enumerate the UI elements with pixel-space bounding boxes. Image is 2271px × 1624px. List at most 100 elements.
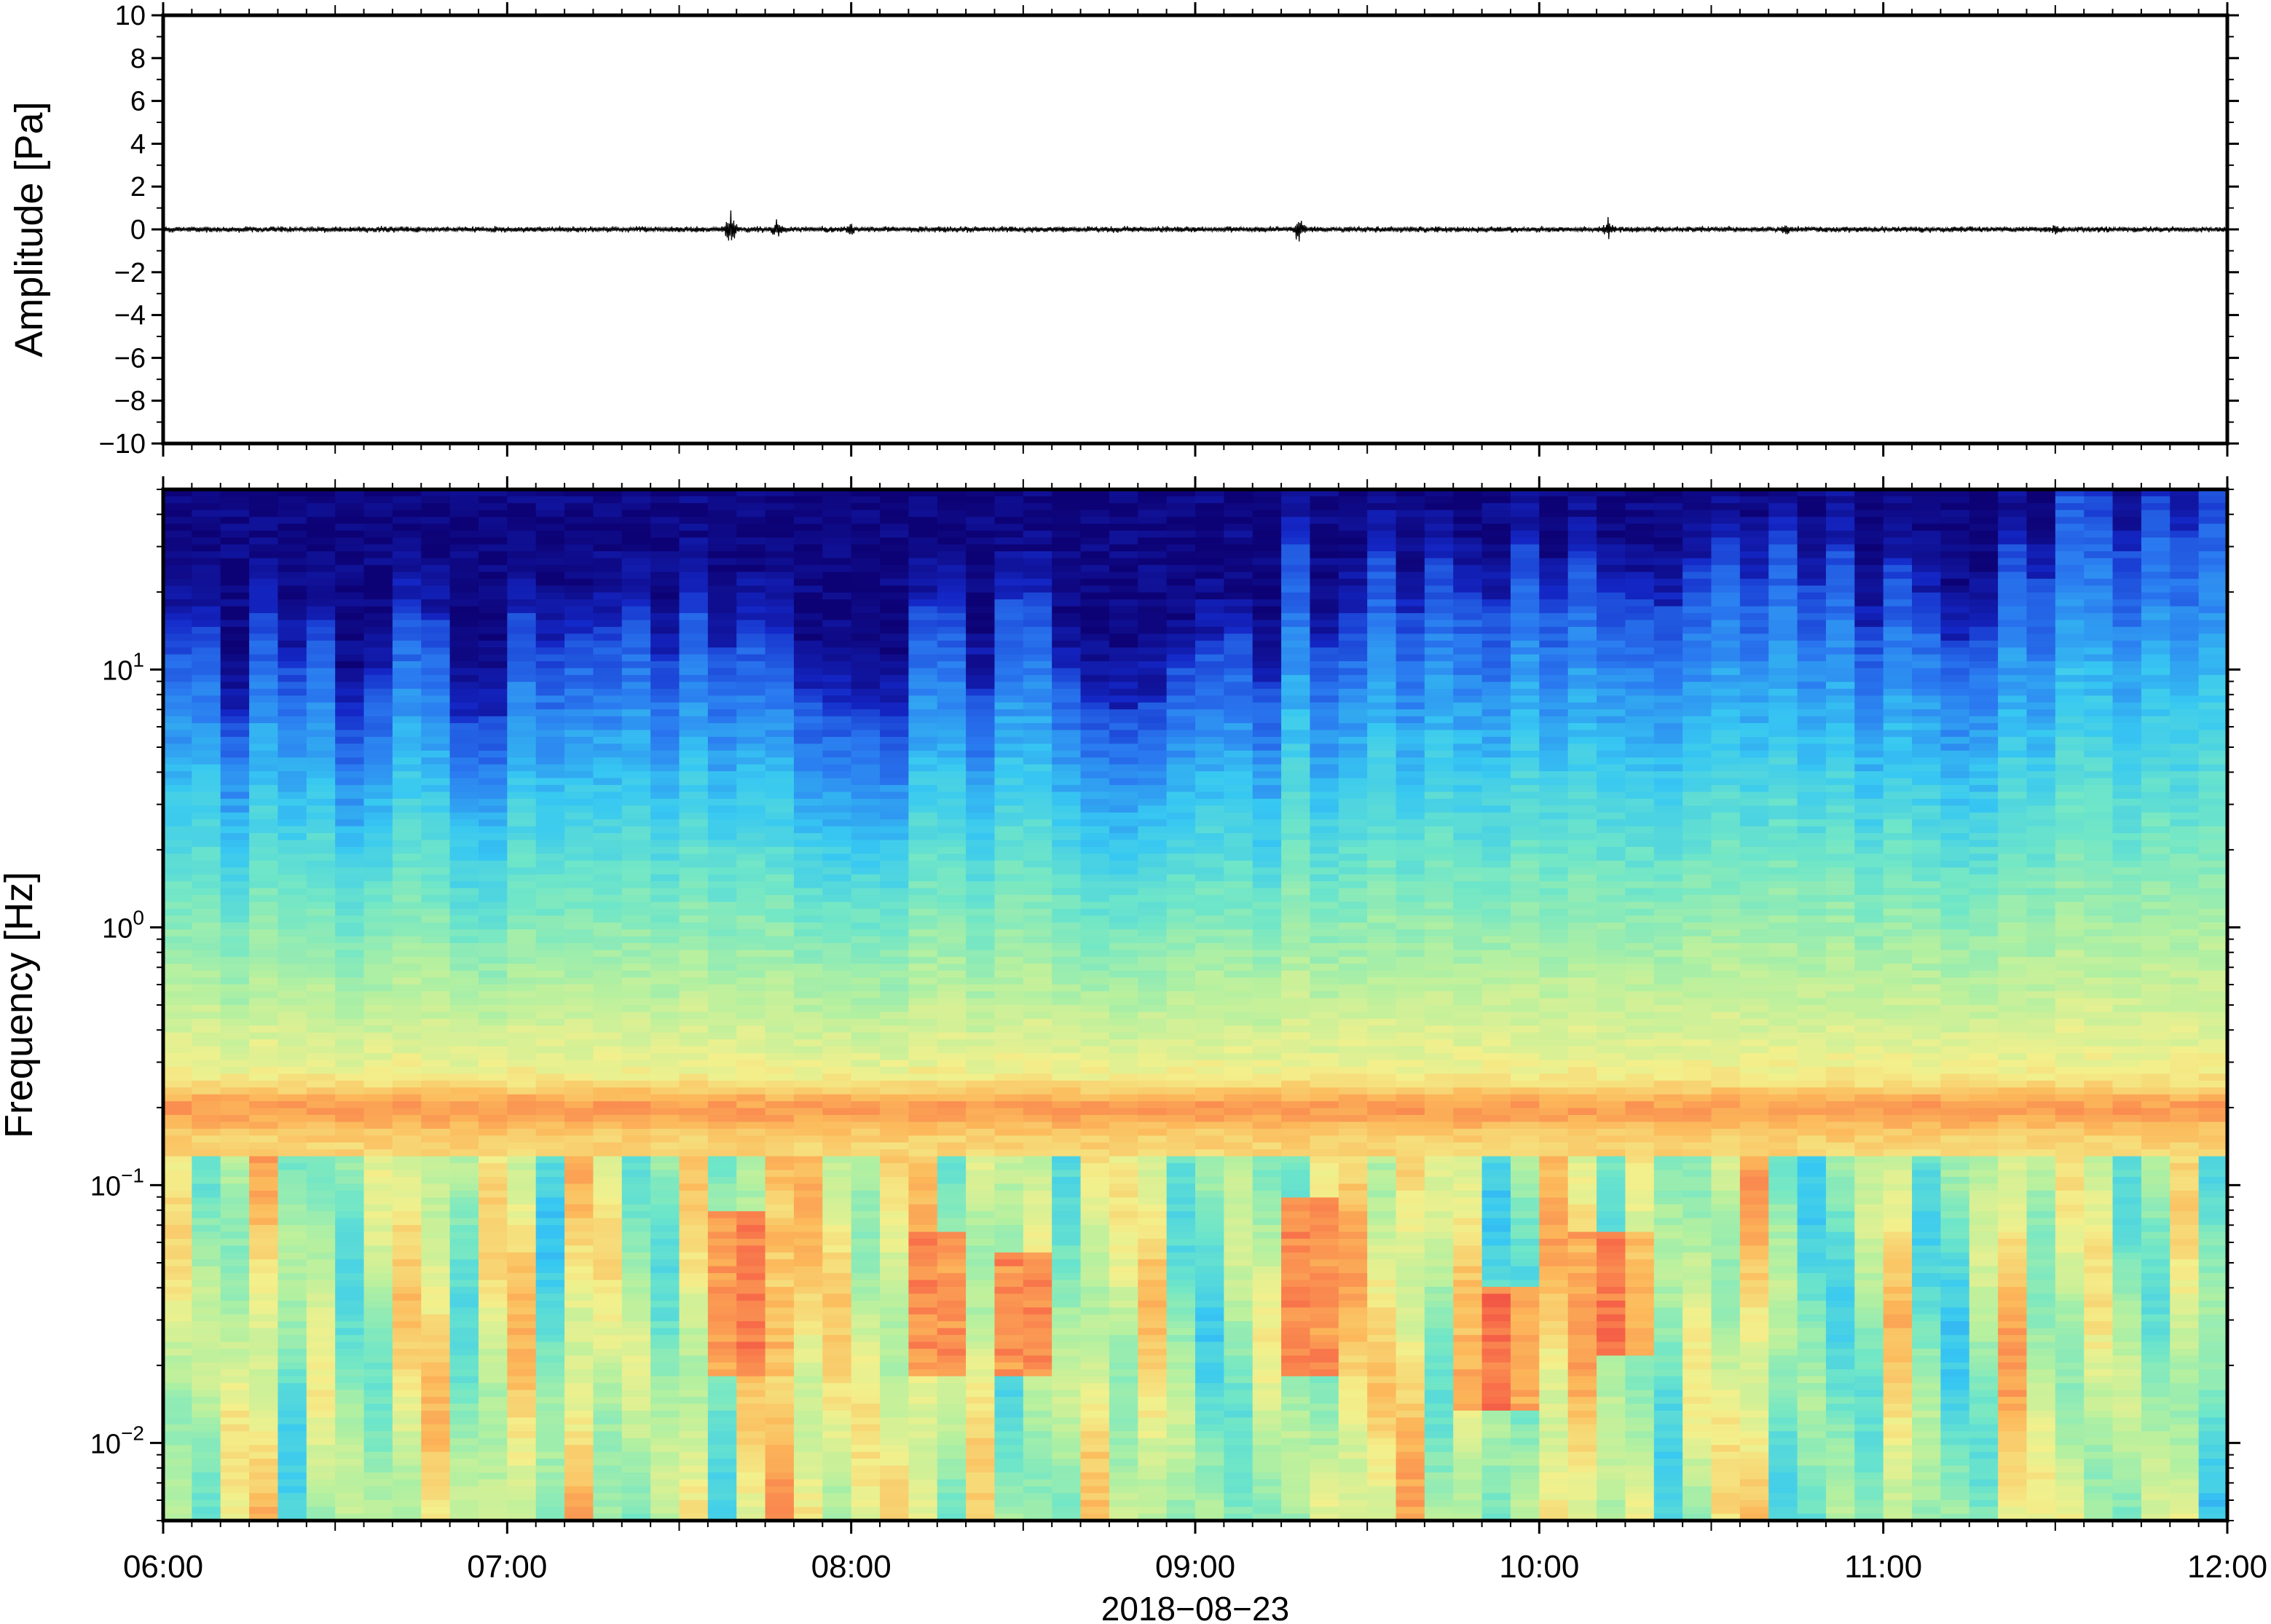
spectrogram-cell xyxy=(851,1328,881,1336)
spectrogram-cell xyxy=(449,874,479,882)
spectrogram-cell xyxy=(736,1108,766,1116)
spectrogram-cell xyxy=(593,792,623,800)
spectrogram-cell xyxy=(392,908,422,917)
spectrogram-cell xyxy=(994,1032,1024,1040)
spectrogram-cell xyxy=(679,1321,709,1329)
spectrogram-cell xyxy=(793,1410,824,1419)
spectrogram-cell xyxy=(192,984,221,992)
spectrogram-cell xyxy=(306,1211,336,1219)
spectrogram-cell xyxy=(679,902,709,910)
spectrogram-cell xyxy=(593,888,623,896)
spectrogram-cell xyxy=(650,564,680,573)
spectrogram-cell xyxy=(822,1513,852,1521)
spectrogram-cell xyxy=(363,1245,393,1253)
spectrogram-cell xyxy=(937,606,967,614)
spectrogram-cell xyxy=(707,984,738,992)
spectrogram-cell xyxy=(192,1328,221,1336)
spectrogram-cell xyxy=(707,702,738,710)
spectrogram-cell xyxy=(679,750,709,758)
spectrogram-cell xyxy=(851,551,881,559)
spectrogram-cell xyxy=(363,826,393,834)
spectrogram-cell xyxy=(679,922,709,930)
spectrogram-cell xyxy=(449,544,479,552)
spectrogram-cell xyxy=(1023,908,1052,917)
spectrogram-cell xyxy=(822,1149,852,1157)
spectrogram-cell xyxy=(306,688,336,696)
spectrogram-cell xyxy=(278,1183,307,1191)
spectrogram-cell xyxy=(1052,537,1082,545)
spectrogram-cell xyxy=(994,1204,1024,1212)
spectrogram-cell xyxy=(765,757,795,765)
spectrogram-cell xyxy=(880,654,910,662)
spectrogram-cell xyxy=(163,833,193,841)
spectrogram-cell xyxy=(822,950,852,958)
spectrogram-cell xyxy=(249,840,279,848)
spectrogram-cell xyxy=(593,1122,623,1130)
spectrogram-cell xyxy=(621,1259,651,1267)
spectrogram-cell xyxy=(937,1513,967,1521)
spectrogram-cell xyxy=(994,1355,1024,1363)
spectrogram-cell xyxy=(937,757,967,765)
spectrogram-cell xyxy=(593,1046,623,1054)
spectrogram-cell xyxy=(449,1300,479,1309)
spectrogram-cell xyxy=(621,826,651,834)
spectrogram-cell xyxy=(621,963,651,971)
spectrogram-cell xyxy=(335,736,365,745)
spectrogram-cell xyxy=(1052,736,1082,745)
spectrogram-cell xyxy=(564,1499,594,1507)
spectrogram-cell xyxy=(793,524,824,532)
spectrogram-cell xyxy=(736,757,766,765)
spectrogram-cell xyxy=(822,578,852,586)
spectrogram-cell xyxy=(994,922,1024,930)
spectrogram-cell xyxy=(392,922,422,930)
spectrogram-cell xyxy=(679,1149,709,1157)
spectrogram-cell xyxy=(249,1513,279,1521)
spectrogram-cell xyxy=(593,1493,623,1501)
spectrogram-cell xyxy=(994,1190,1024,1199)
spectrogram-cell xyxy=(163,612,193,621)
spectrogram-cell xyxy=(478,1128,508,1137)
spectrogram-cell xyxy=(1052,1424,1082,1432)
spectrogram-cell xyxy=(564,1177,594,1185)
spectrogram-cell xyxy=(994,846,1024,855)
spectrogram-cell xyxy=(937,1293,967,1301)
spectrogram-cell xyxy=(507,1101,537,1109)
spectrogram-cell xyxy=(851,1451,881,1459)
spectrogram-cell xyxy=(449,984,479,992)
spectrogram-cell xyxy=(363,1231,393,1239)
spectrogram-cell xyxy=(908,1493,938,1501)
spectrogram-cell xyxy=(478,1197,508,1205)
spectrogram-cell xyxy=(851,798,881,807)
spectrogram-cell xyxy=(392,1149,422,1157)
spectrogram-cell xyxy=(793,1369,824,1377)
spectrogram-cell xyxy=(507,702,537,710)
spectrogram-cell xyxy=(937,1459,967,1467)
spectrogram-cell xyxy=(1023,606,1052,614)
spectrogram-cell xyxy=(507,888,537,896)
spectrogram-cell xyxy=(994,1438,1024,1446)
spectrogram-cell xyxy=(220,1397,250,1405)
spectrogram-cell xyxy=(421,1486,451,1494)
spectrogram-cell xyxy=(679,771,709,779)
spectrogram-cell xyxy=(421,977,451,985)
spectrogram-cell xyxy=(793,1204,824,1212)
spectrogram-cell xyxy=(1023,1225,1052,1233)
spectrogram-cell xyxy=(163,1170,193,1178)
spectrogram-cell xyxy=(908,771,938,779)
spectrogram-cell xyxy=(507,1225,537,1233)
spectrogram-cell xyxy=(220,640,250,648)
spectrogram-cell xyxy=(306,1039,336,1047)
spectrogram-cell xyxy=(966,524,996,532)
spectrogram-cell xyxy=(249,578,279,586)
spectrogram-cell xyxy=(593,674,623,683)
spectrogram-cell xyxy=(707,1403,738,1411)
spectrogram-cell xyxy=(163,1012,193,1020)
spectrogram-cell xyxy=(593,1300,623,1309)
spectrogram-cell xyxy=(679,1053,709,1061)
spectrogram-cell xyxy=(793,586,824,594)
spectrogram-cell xyxy=(392,902,422,910)
spectrogram-cell xyxy=(793,654,824,662)
spectrogram-cell xyxy=(650,1252,680,1261)
spectrogram-cell xyxy=(392,1349,422,1357)
spectrogram-cell xyxy=(1023,1507,1052,1515)
